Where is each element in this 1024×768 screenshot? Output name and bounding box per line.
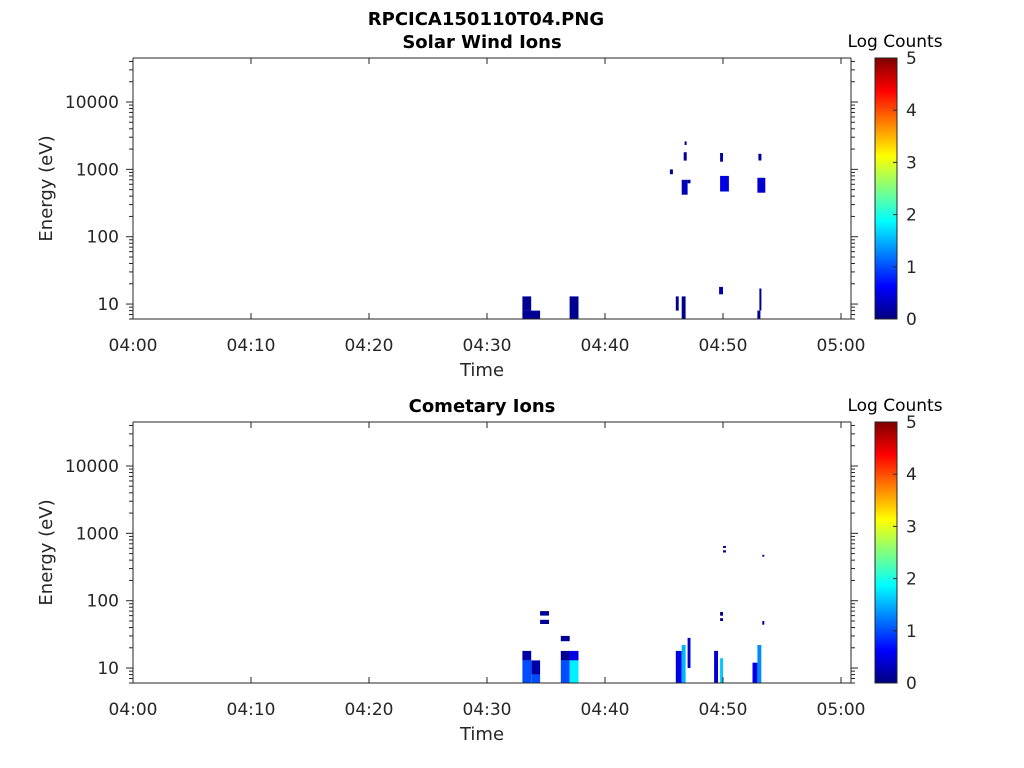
x-tick-label: 04:40 bbox=[581, 700, 630, 720]
colorbar-tick-label: 3 bbox=[906, 153, 917, 173]
heatmap-cell bbox=[540, 611, 549, 616]
y-tick-label: 10000 bbox=[65, 457, 119, 477]
colorbar-tick-label: 3 bbox=[906, 517, 917, 537]
heatmap-cell bbox=[560, 635, 570, 642]
y-axis-label: Energy (eV) bbox=[36, 499, 57, 605]
colorbar-tick-label: 2 bbox=[906, 206, 917, 226]
heatmap-cell bbox=[684, 141, 687, 145]
colorbar-tick-label: 5 bbox=[906, 49, 917, 69]
colorbar-tick-label: 1 bbox=[906, 622, 917, 642]
y-tick-label: 10 bbox=[97, 659, 119, 679]
heatmap-cell bbox=[752, 662, 758, 683]
y-tick-label: 100 bbox=[87, 228, 119, 248]
panel-title: Solar Wind Ions bbox=[402, 32, 561, 53]
colorbar-tick-label: 4 bbox=[906, 101, 917, 121]
heatmap-cell bbox=[723, 550, 726, 553]
heatmap-cell bbox=[560, 660, 570, 683]
colorbar-label: Log Counts bbox=[847, 396, 942, 416]
heatmap-cell bbox=[569, 296, 579, 319]
heatmap-cell bbox=[757, 645, 762, 683]
colorbar-tick-label: 0 bbox=[906, 674, 917, 694]
colorbar-tick-label: 4 bbox=[906, 465, 917, 485]
heatmap-cell bbox=[531, 674, 541, 683]
y-tick-label: 10000 bbox=[65, 93, 119, 113]
y-tick-label: 1000 bbox=[76, 524, 119, 544]
heatmap-cell bbox=[758, 153, 762, 161]
x-tick-label: 04:00 bbox=[109, 336, 158, 356]
heatmap-cell bbox=[757, 310, 761, 319]
heatmap-cell bbox=[681, 179, 688, 195]
heatmap-cell bbox=[681, 296, 686, 319]
panel-cometary-ions: 04:00 04:10 04:20 04:30 04:40 04:50 05:0010100… bbox=[36, 396, 943, 745]
heatmap-cell bbox=[675, 650, 682, 683]
heatmap-cell bbox=[687, 179, 691, 184]
x-tick-label: 04:30 bbox=[463, 336, 512, 356]
x-tick-label: 04:50 bbox=[699, 336, 748, 356]
colorbar-tick-label: 2 bbox=[906, 570, 917, 590]
heatmap-cell bbox=[720, 175, 729, 192]
colorbar bbox=[874, 57, 898, 320]
heatmap-cell bbox=[569, 660, 579, 683]
x-tick-label: 04:50 bbox=[699, 700, 748, 720]
y-axis-label: Energy (eV) bbox=[36, 135, 57, 241]
heatmap-cell bbox=[757, 177, 766, 193]
y-tick-label: 1000 bbox=[76, 160, 119, 180]
heatmap-cell bbox=[569, 650, 579, 661]
heatmap-cell bbox=[759, 288, 762, 311]
y-tick-label: 10 bbox=[97, 295, 119, 315]
heatmap-cells bbox=[522, 546, 765, 683]
heatmap-cell bbox=[762, 621, 765, 625]
x-tick-label: 04:40 bbox=[581, 336, 630, 356]
colorbar bbox=[874, 421, 898, 684]
heatmap-cell bbox=[720, 612, 723, 616]
heatmap-cell bbox=[522, 660, 532, 683]
heatmap-cell bbox=[522, 650, 532, 661]
heatmap-cell bbox=[714, 650, 718, 683]
heatmap-cell bbox=[762, 554, 765, 557]
heatmap-cell bbox=[540, 619, 549, 624]
heatmap-cell bbox=[531, 660, 541, 675]
x-axis-label: Time bbox=[459, 360, 504, 381]
panels: 04:00 04:10 04:20 04:30 04:40 04:50 05:0010100… bbox=[36, 32, 943, 745]
heatmap-cell bbox=[719, 286, 723, 295]
colorbar-label: Log Counts bbox=[847, 32, 942, 52]
heatmap-cell bbox=[675, 296, 679, 311]
y-tick-label: 100 bbox=[87, 592, 119, 612]
x-tick-label: 04:10 bbox=[227, 700, 276, 720]
panel-solar-wind-ions: 04:00 04:10 04:20 04:30 04:40 04:50 05:0010100… bbox=[36, 32, 943, 381]
heatmap-cells bbox=[522, 141, 766, 319]
heatmap-cell bbox=[687, 637, 691, 668]
x-tick-label: 04:20 bbox=[345, 336, 394, 356]
figure-suptitle: RPCICA150110T04.PNG bbox=[368, 9, 604, 30]
colorbar-tick-label: 0 bbox=[906, 310, 917, 330]
x-tick-label: 05:00 bbox=[817, 336, 866, 356]
heatmap-cell bbox=[522, 296, 532, 311]
x-tick-label: 04:10 bbox=[227, 336, 276, 356]
heatmap-cell bbox=[560, 650, 570, 661]
x-axis-label: Time bbox=[459, 724, 504, 745]
heatmap-cell bbox=[720, 153, 723, 162]
heatmap-cell bbox=[720, 618, 723, 621]
colorbar-tick-label: 1 bbox=[906, 258, 917, 278]
heatmap-cell bbox=[522, 310, 541, 319]
heatmap-cell bbox=[720, 658, 723, 683]
heatmap-cell bbox=[683, 152, 687, 161]
colorbar-tick-label: 5 bbox=[906, 413, 917, 433]
x-tick-label: 04:30 bbox=[463, 700, 512, 720]
x-tick-label: 04:00 bbox=[109, 700, 158, 720]
panel-title: Cometary Ions bbox=[409, 396, 556, 417]
x-tick-label: 04:20 bbox=[345, 700, 394, 720]
x-tick-label: 05:00 bbox=[817, 700, 866, 720]
heatmap-cell bbox=[681, 645, 686, 683]
heatmap-cell bbox=[723, 546, 726, 548]
heatmap-cell bbox=[669, 169, 673, 175]
